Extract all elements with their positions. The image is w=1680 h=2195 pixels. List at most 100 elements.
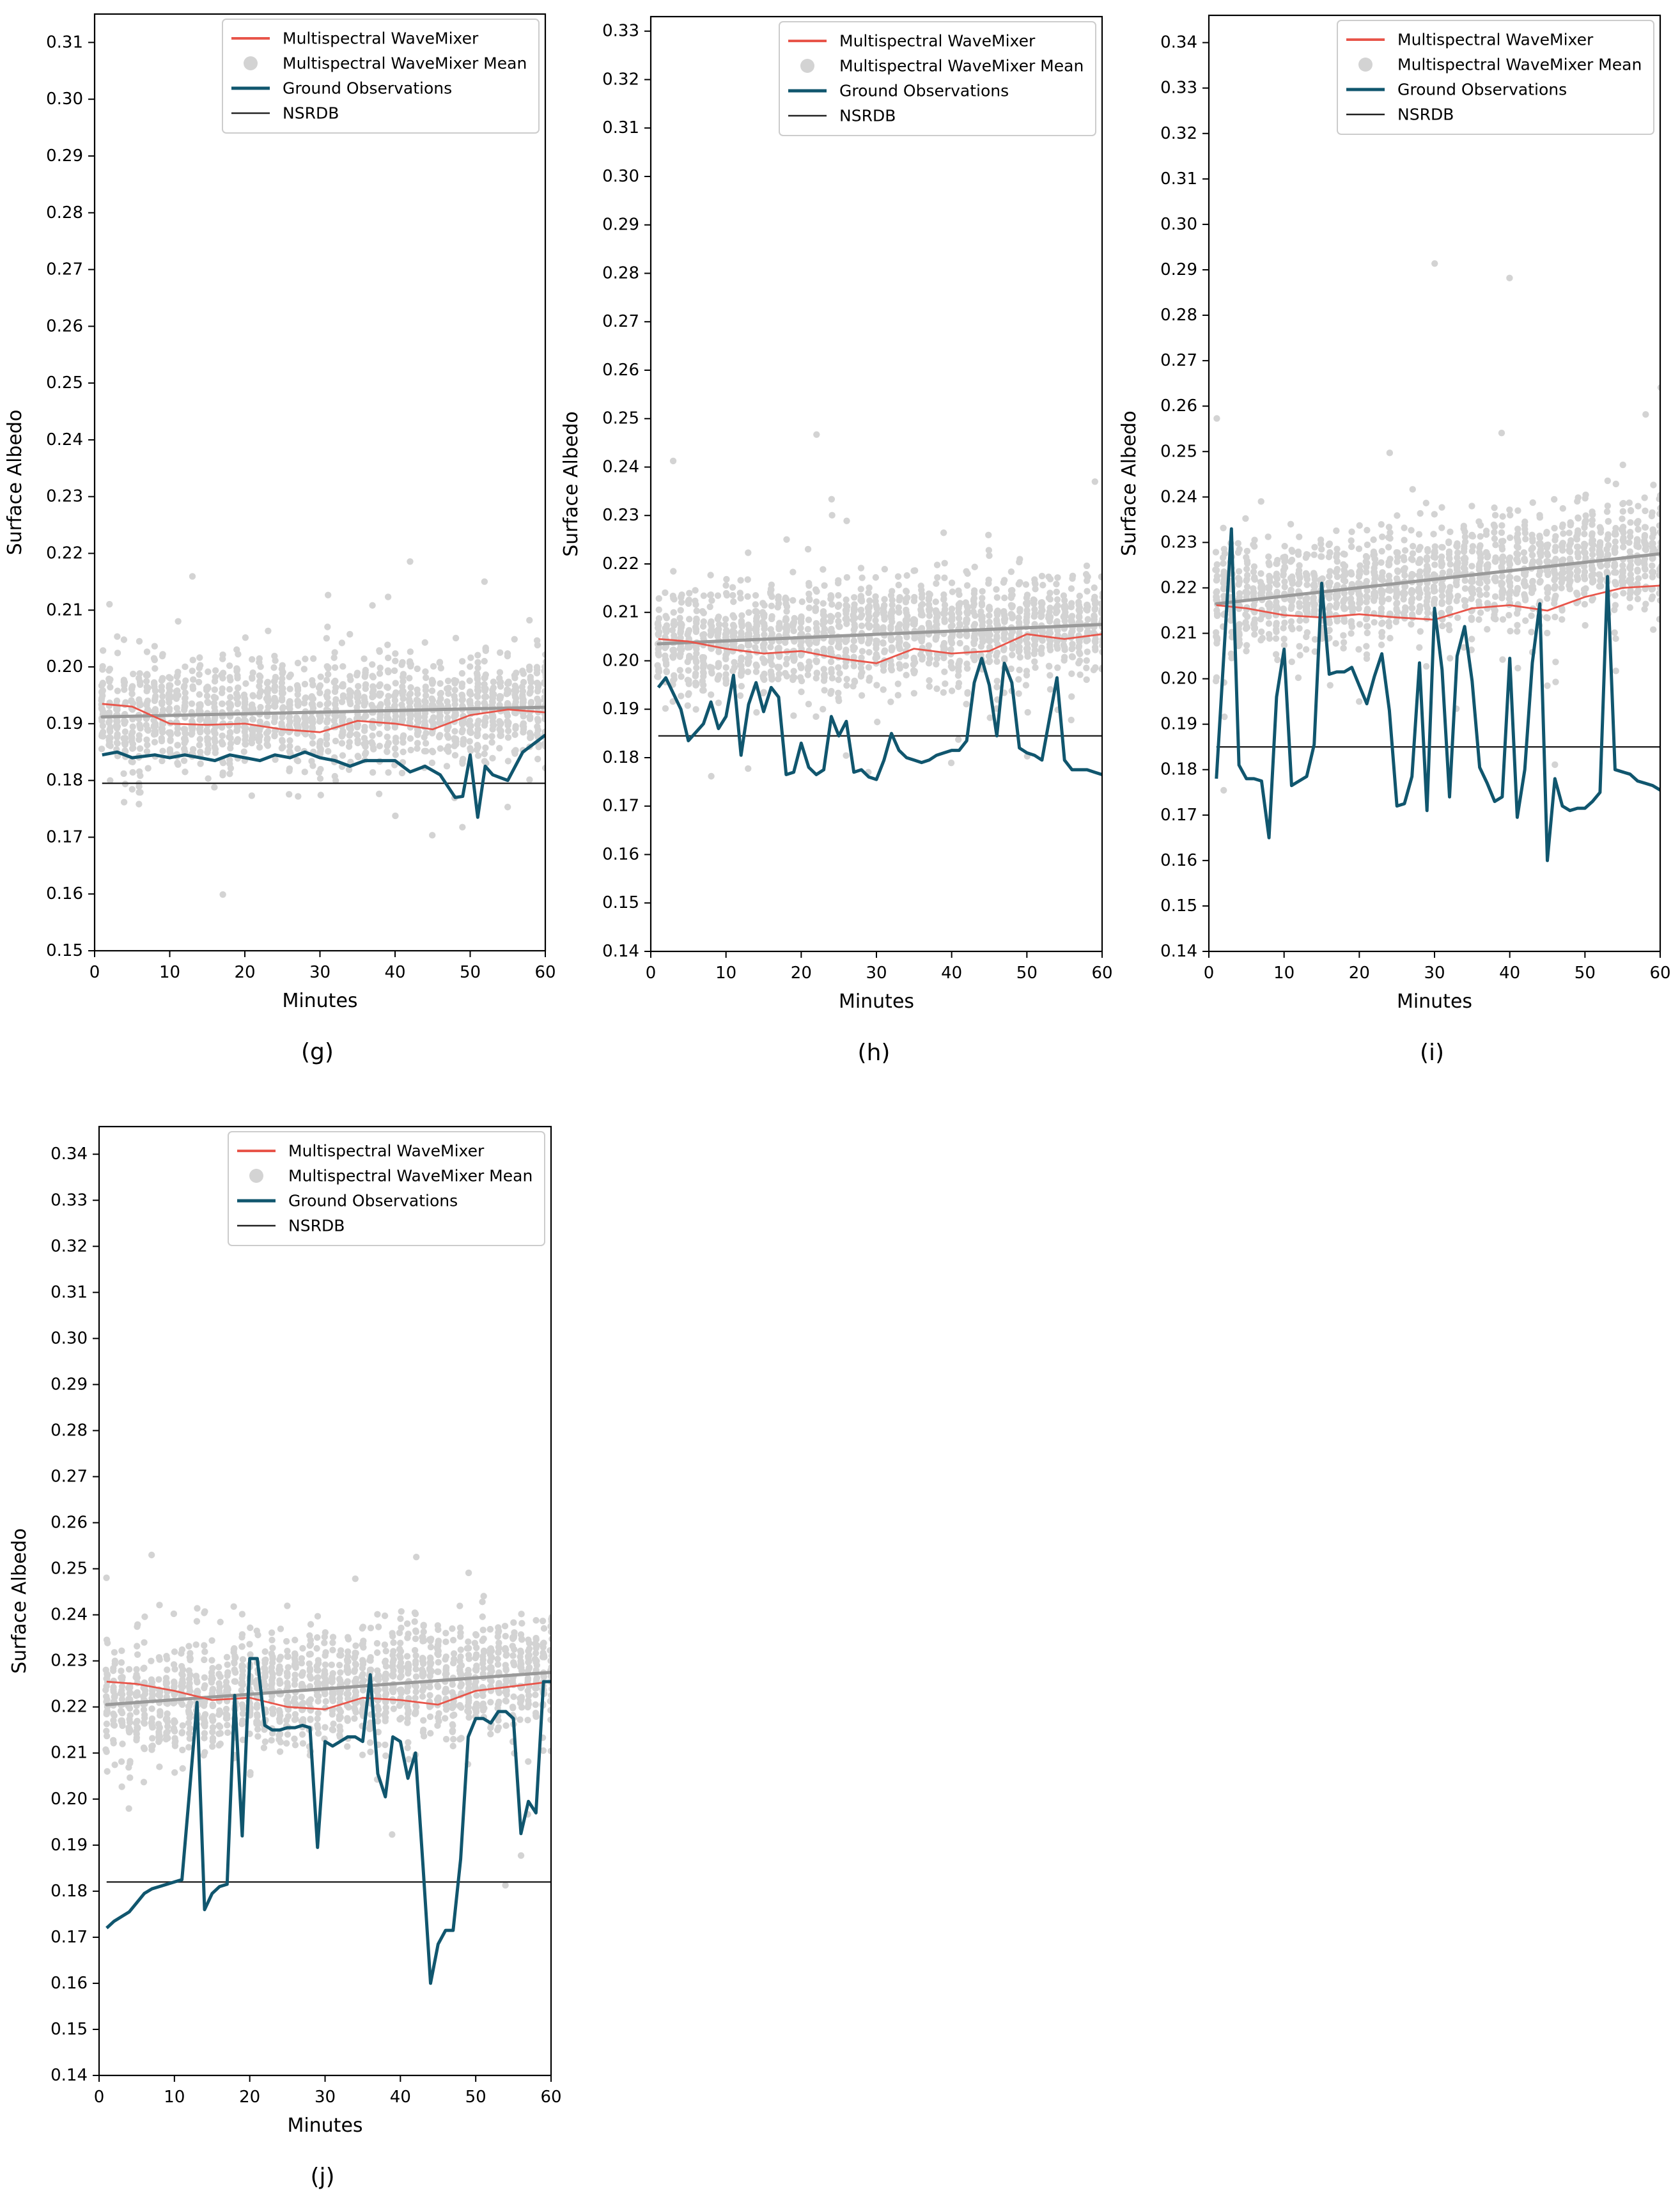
y-axis-label: Surface Albedo bbox=[560, 411, 582, 557]
scatter-point bbox=[308, 732, 316, 739]
scatter-point bbox=[858, 622, 866, 629]
scatter-point bbox=[294, 691, 301, 698]
scatter-point bbox=[1385, 561, 1393, 568]
scatter-point bbox=[249, 692, 257, 699]
scatter-point bbox=[1438, 562, 1445, 570]
scatter-point bbox=[497, 732, 504, 740]
scatter-point bbox=[249, 656, 256, 663]
scatter-point bbox=[715, 699, 722, 707]
scatter-point bbox=[1528, 552, 1536, 559]
scatter-point bbox=[910, 597, 918, 605]
scatter-point bbox=[346, 689, 354, 696]
scatter-point bbox=[1363, 616, 1370, 623]
scatter-point bbox=[872, 617, 879, 624]
scatter-point bbox=[1317, 576, 1325, 583]
scatter-point bbox=[180, 757, 188, 764]
y-tick-label: 0.19 bbox=[602, 699, 639, 719]
scatter-point bbox=[752, 668, 760, 675]
scatter-point bbox=[700, 592, 708, 599]
scatter-point bbox=[107, 683, 114, 691]
scatter-point bbox=[1075, 598, 1082, 606]
scatter-point bbox=[1220, 584, 1227, 591]
x-tick-label: 50 bbox=[1016, 964, 1038, 983]
scatter-point bbox=[708, 668, 715, 676]
y-tick-label: 0.24 bbox=[1160, 487, 1197, 506]
scatter-point bbox=[511, 687, 518, 694]
scatter-point bbox=[362, 681, 369, 688]
scatter-point bbox=[1302, 596, 1309, 603]
scatter-point bbox=[1007, 665, 1015, 673]
scatter-point bbox=[1024, 650, 1031, 657]
scatter-point bbox=[1250, 563, 1258, 570]
scatter-point bbox=[1259, 582, 1266, 590]
scatter-point bbox=[843, 596, 850, 604]
scatter-point bbox=[1401, 524, 1408, 531]
scatter-point bbox=[279, 714, 286, 721]
scatter-point bbox=[407, 684, 414, 691]
y-tick-label: 0.15 bbox=[46, 941, 83, 960]
y-tick-label: 0.25 bbox=[1160, 442, 1197, 461]
scatter-point bbox=[1573, 590, 1580, 597]
series-line-ground-observations bbox=[102, 733, 545, 819]
scatter-point bbox=[889, 601, 896, 609]
scatter-point bbox=[453, 738, 460, 746]
scatter-point bbox=[993, 618, 1000, 625]
scatter-point bbox=[835, 577, 842, 584]
scatter-point bbox=[873, 623, 880, 631]
scatter-point bbox=[911, 635, 918, 642]
scatter-point bbox=[242, 736, 249, 744]
scatter-point bbox=[684, 644, 691, 651]
scatter-point bbox=[1220, 579, 1227, 586]
scatter-point bbox=[173, 673, 180, 680]
legend-label: Ground Observations bbox=[839, 82, 1009, 100]
scatter-point bbox=[805, 590, 813, 598]
scatter-point bbox=[1355, 605, 1362, 613]
scatter-point bbox=[196, 654, 203, 661]
scatter-point bbox=[1461, 533, 1469, 540]
scatter-point bbox=[542, 671, 545, 678]
scatter-point bbox=[346, 700, 354, 708]
y-tick-label: 0.32 bbox=[602, 70, 639, 89]
scatter-point bbox=[1022, 636, 1030, 644]
scatter-point bbox=[263, 680, 271, 687]
scatter-point bbox=[1257, 637, 1264, 644]
scatter-point bbox=[384, 748, 391, 755]
scatter-point bbox=[137, 701, 144, 708]
scatter-point bbox=[1605, 531, 1612, 538]
scatter-point bbox=[843, 607, 850, 614]
scatter-point bbox=[309, 762, 316, 769]
scatter-point bbox=[1648, 586, 1656, 593]
scatter-point bbox=[1574, 549, 1582, 556]
scatter-point bbox=[1514, 530, 1521, 538]
scatter-point bbox=[533, 680, 541, 687]
scatter-point bbox=[1243, 547, 1251, 555]
scatter-point bbox=[1348, 569, 1355, 576]
y-tick-label: 0.23 bbox=[1160, 533, 1197, 552]
scatter-point bbox=[1551, 585, 1558, 592]
scatter-point bbox=[248, 738, 255, 745]
scatter-point bbox=[662, 705, 669, 712]
scatter-point bbox=[1009, 652, 1016, 659]
scatter-point bbox=[820, 666, 827, 673]
scatter-point bbox=[1536, 559, 1543, 566]
scatter-point bbox=[400, 748, 407, 756]
scatter-point bbox=[775, 675, 782, 683]
scatter-point bbox=[934, 574, 941, 581]
scatter-point bbox=[1092, 646, 1099, 653]
scatter-point bbox=[896, 594, 903, 601]
scatter-point bbox=[798, 618, 805, 625]
scatter-point bbox=[377, 664, 384, 671]
scatter-point bbox=[458, 680, 466, 687]
scatter-point bbox=[324, 716, 331, 723]
scatter-point bbox=[1491, 523, 1498, 530]
scatter-point bbox=[1431, 511, 1438, 518]
chart-panel-h: 0.140.150.160.170.180.190.200.210.220.23… bbox=[560, 15, 1113, 1066]
scatter-point bbox=[527, 688, 534, 695]
scatter-point bbox=[843, 602, 850, 609]
scatter-point bbox=[1513, 550, 1520, 557]
scatter-point bbox=[136, 736, 143, 743]
scatter-point bbox=[715, 625, 722, 633]
scatter-point bbox=[866, 603, 873, 610]
scatter-point bbox=[103, 1732, 111, 1740]
